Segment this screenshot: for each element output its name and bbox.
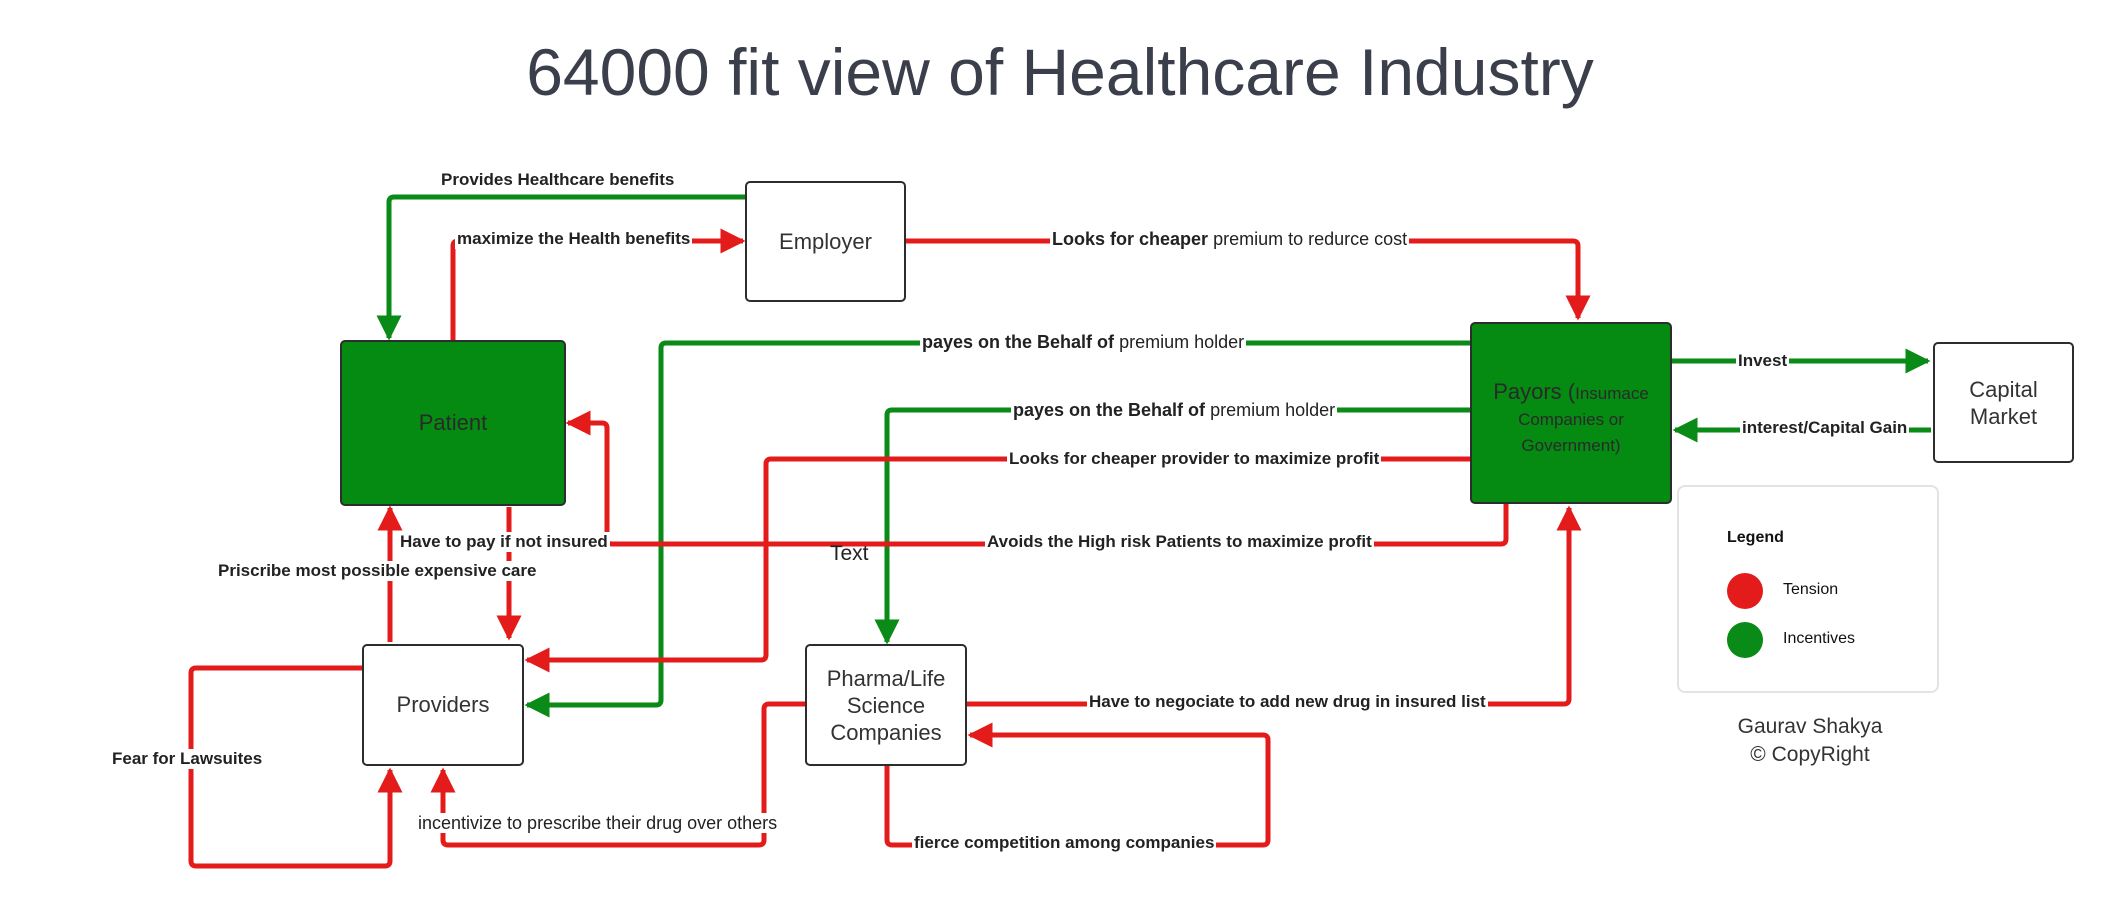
edge-patient-employer [450,228,746,340]
label-payes-behalf-2: payes on the Behalf of premium holder [1011,400,1338,420]
label-payes-behalf-1: payes on the Behalf of premium holder [920,332,1247,352]
payors-label: Payors ( [1493,379,1576,404]
legend: Legend Tension Incentives [1677,485,1939,693]
label-negotiate-drug: Have to negociate to add new drug in ins… [1087,692,1488,712]
label-pay-if-not-insured: Have to pay if not insured [398,532,610,552]
legend-incentives-label: Incentives [1783,630,1856,647]
edge-providers-lawsuits [188,665,403,869]
label-interest: interest/Capital Gain [1740,418,1910,438]
edge-employer-payors [905,238,1591,321]
edge-payors-cheaper-provider [524,456,1470,673]
legend-title: Legend [1727,529,1784,546]
payors-sub-label: Insumace Companies or Government) [1518,384,1649,455]
employer-label: Employer [779,228,872,254]
patient-label: Patient [418,410,488,435]
label-cheaper-provider: Looks for cheaper provider to maximize p… [1007,449,1382,469]
edge-pharma-competition [884,722,1271,848]
providers-node[interactable]: Providers [362,644,524,766]
employer-node[interactable]: Employer [745,181,906,302]
legend-incentives-swatch [1727,622,1763,658]
label-maximize-benefits: maximize the Health benefits [455,229,693,249]
label-cheaper-premium: Looks for cheaper premium to redurce cos… [1050,229,1410,249]
label-prescribe-expensive: Priscribe most possible expensive care [216,561,539,581]
copyright-icon: © [1750,743,1766,766]
legend-tension-swatch [1727,573,1763,609]
edge-payors-providers [524,340,1470,718]
edge-payors-pharma [874,407,1470,645]
legend-tension-label: Tension [1783,581,1839,598]
label-provides-benefits: Provides Healthcare benefits [439,170,677,190]
label-fear-lawsuits: Fear for Lawsuites [110,749,265,769]
label-text-placeholder: Text [830,542,869,565]
label-incentivize: incentivize to prescribe their drug over… [416,813,780,833]
edge-pharma-payors [966,505,1582,707]
patient-node[interactable]: Patient [340,340,566,506]
capital-market-node[interactable]: Capital Market [1933,342,2074,463]
copyright-label: CopyRight [1771,743,1870,766]
author-name: Gaurav Shakya [1737,715,1883,738]
label-competition: fierce competition among companies [912,833,1217,853]
diagram-title: 64000 fit view of Healthcare Industry [526,35,1594,109]
pharma-node[interactable]: Pharma/Life Science Companies [805,644,967,766]
label-invest: Invest [1736,351,1790,371]
label-avoid-high-risk: Avoids the High risk Patients to maximiz… [985,532,1374,552]
edge-employer-patient [376,194,745,341]
capital-market-label: Capital Market [1969,376,2038,429]
pharma-label: Pharma/Life Science Companies [826,665,946,745]
providers-label: Providers [396,692,490,717]
edge-pharma-providers [430,701,805,848]
payors-node[interactable]: Payors (Insumace Companies or Government… [1470,322,1672,504]
edge-payors-patient-avoid [565,410,1509,547]
credit: Gaurav Shakya © CopyRight [1700,713,1920,769]
